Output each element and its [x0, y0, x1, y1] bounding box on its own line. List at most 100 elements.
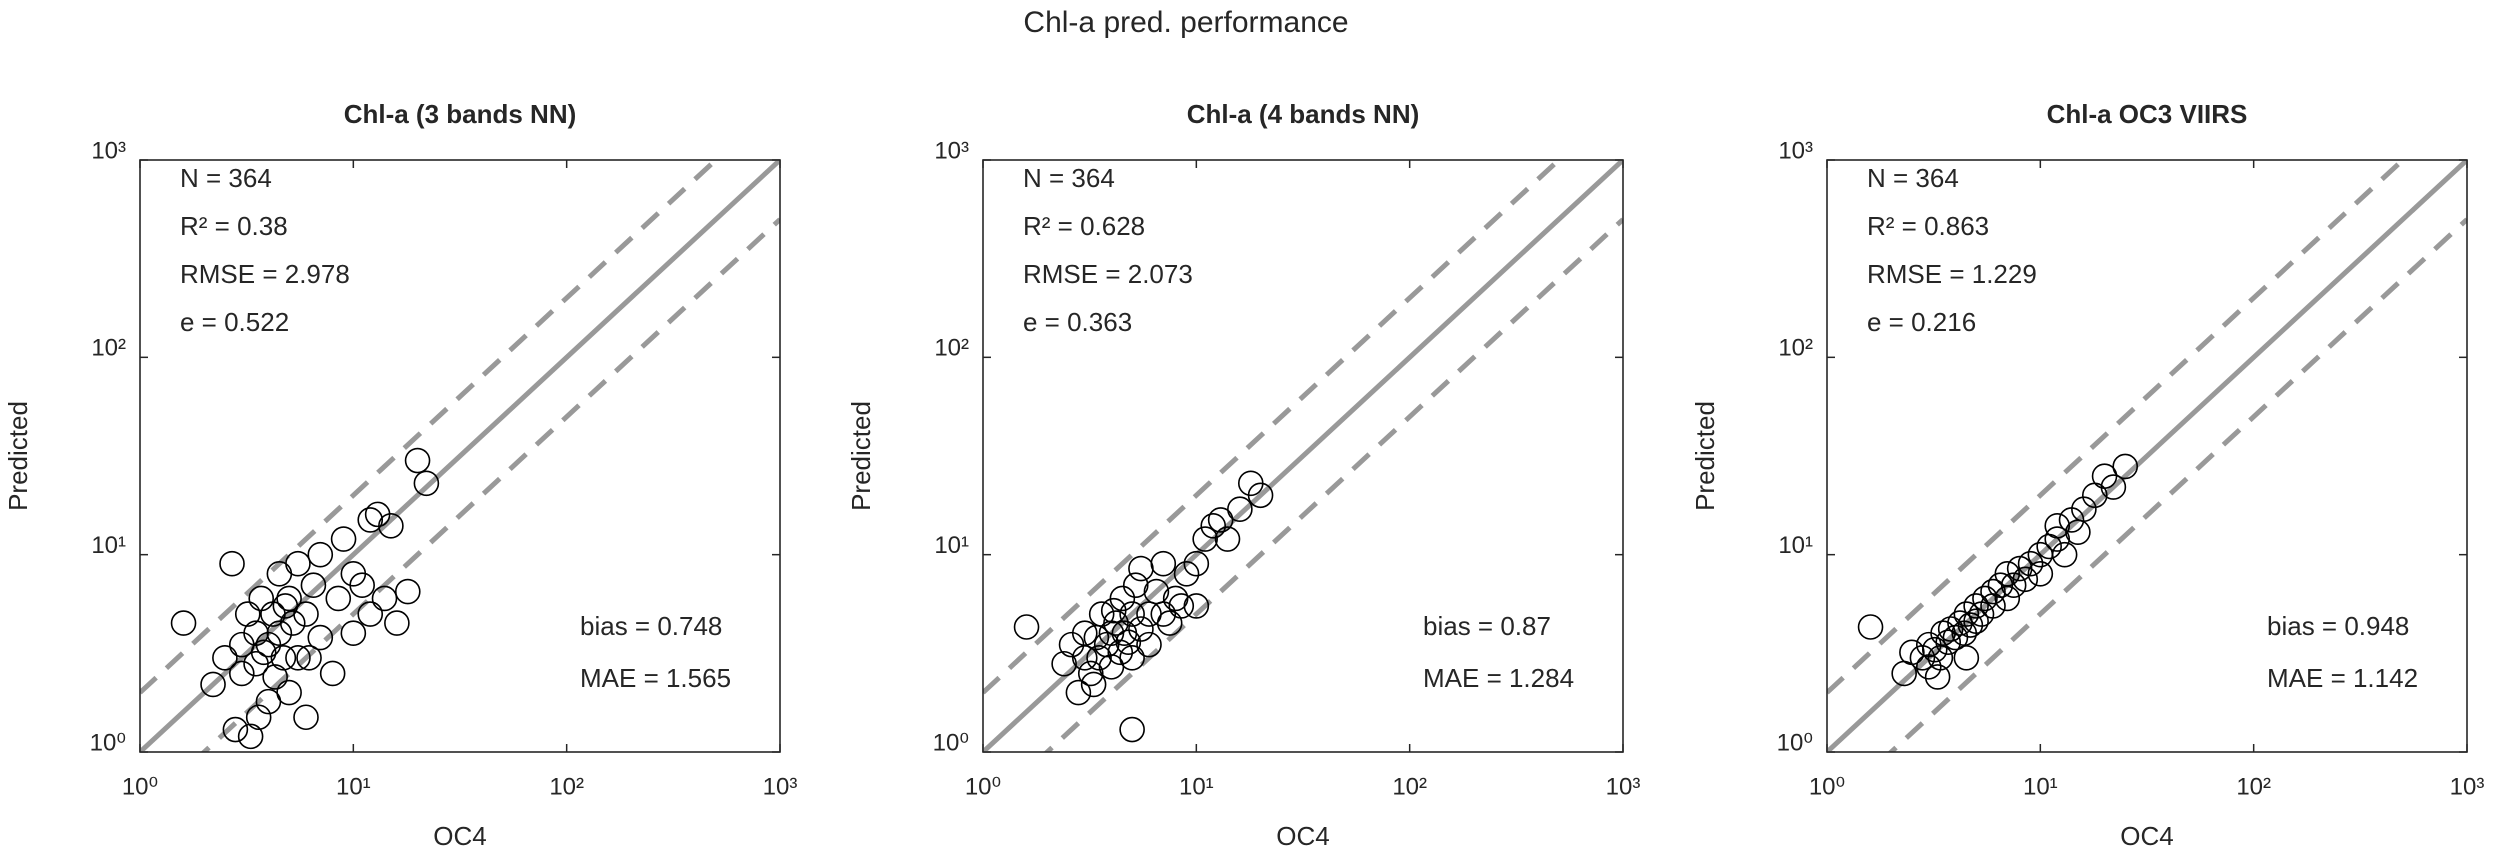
annotation: RMSE = 2.073	[1023, 259, 1193, 289]
y-tick-label: 10²	[1778, 335, 1813, 362]
dashed-line	[200, 217, 780, 752]
data-point	[1119, 716, 1145, 743]
data-point	[2044, 513, 2071, 539]
data-point	[170, 610, 197, 636]
x-axis-label: OC4	[1276, 821, 1329, 851]
data-point	[1107, 639, 1134, 666]
data-point	[1080, 671, 1107, 698]
data-point	[330, 526, 357, 552]
annotation: RMSE = 2.978	[180, 259, 350, 289]
y-axis-label: Predicted	[846, 401, 876, 511]
annotation: R² = 0.863	[1867, 211, 1989, 241]
data-point	[1200, 513, 1227, 539]
annotation: MAE = 1.565	[580, 663, 731, 693]
x-tick-label: 10²	[549, 773, 584, 800]
data-point	[1963, 593, 1989, 619]
reference-lines	[983, 160, 1623, 752]
data-point	[245, 704, 272, 731]
data-point	[378, 513, 404, 539]
data-point	[1247, 482, 1274, 509]
data-point	[200, 671, 226, 698]
x-tick-label: 10⁰	[1809, 773, 1845, 800]
data-point	[1071, 620, 1098, 646]
dashed-line	[1887, 217, 2467, 752]
axes-box	[982, 159, 1624, 753]
data-point	[325, 585, 352, 612]
data-point	[2112, 453, 2139, 480]
panel-title: Chl-a (4 bands NN)	[1187, 99, 1420, 129]
y-axis-label: Predicted	[3, 401, 33, 511]
annotation: bias = 0.748	[580, 611, 722, 641]
data-point	[1857, 614, 1884, 640]
data-point	[1119, 645, 1145, 671]
x-axis-label: OC4	[433, 821, 486, 851]
data-point	[212, 645, 238, 671]
annotation: N = 364	[1867, 163, 1959, 193]
one-to-one-line	[140, 160, 780, 752]
data-point	[1183, 550, 1210, 577]
data-point	[279, 610, 306, 636]
one-to-one-line	[983, 160, 1623, 752]
data-point	[2051, 541, 2078, 568]
data-point	[319, 660, 346, 687]
annotation: MAE = 1.284	[1423, 663, 1574, 693]
data-point	[1156, 610, 1183, 636]
data-point	[384, 610, 410, 636]
data-point	[2017, 550, 2044, 577]
dashed-line	[140, 160, 720, 695]
x-tick-label: 10³	[2450, 773, 2485, 800]
data-point	[285, 645, 311, 671]
dashed-line	[983, 160, 1563, 695]
data-point	[1924, 664, 1951, 690]
data-point	[394, 578, 421, 605]
data-point	[1921, 636, 1948, 663]
reference-lines	[140, 160, 780, 752]
x-tick-label: 10²	[2236, 773, 2271, 800]
data-point	[300, 572, 327, 599]
data-point	[357, 507, 384, 533]
x-tick-label: 10³	[1606, 773, 1641, 800]
data-point	[357, 601, 384, 627]
data-point	[293, 704, 319, 731]
y-tick-label: 10³	[1778, 137, 1813, 164]
y-tick-label: 10²	[934, 335, 969, 362]
x-tick-label: 10⁰	[965, 773, 1001, 800]
data-point	[250, 639, 277, 666]
data-point	[2044, 526, 2071, 552]
y-tick-label: 10³	[91, 137, 126, 164]
data-point	[1173, 560, 1200, 587]
data-point	[1128, 555, 1154, 582]
annotation: MAE = 1.142	[2267, 663, 2418, 693]
y-tick-label: 10³	[934, 137, 969, 164]
y-tick-label: 10²	[91, 335, 126, 362]
annotation: R² = 0.38	[180, 211, 288, 241]
data-point	[1909, 645, 1936, 671]
data-point	[1963, 608, 1989, 635]
data-point	[1150, 550, 1177, 577]
y-tick-label: 10¹	[1778, 532, 1813, 559]
points	[1013, 470, 1274, 743]
panel-title: Chl-a OC3 VIIRS	[2047, 99, 2248, 129]
points	[170, 447, 440, 750]
y-tick-label: 10⁰	[933, 729, 969, 756]
data-point	[2027, 560, 2054, 587]
annotation: bias = 0.948	[2267, 611, 2409, 641]
data-point	[1100, 597, 1127, 624]
data-point	[1980, 578, 2006, 605]
data-point	[1227, 496, 1253, 522]
reference-lines	[1827, 160, 2467, 752]
data-point	[285, 550, 311, 577]
data-point	[1065, 679, 1092, 706]
x-tick-label: 10¹	[1179, 773, 1214, 800]
x-tick-label: 10¹	[336, 773, 371, 800]
panel: Chl-a (3 bands NN) OC4 Predicted 10⁰ 10¹ 10² 1…	[3, 99, 797, 851]
data-point	[1953, 601, 1980, 627]
data-point	[262, 664, 288, 690]
data-point	[276, 585, 302, 612]
data-point	[2100, 474, 2127, 500]
data-point	[222, 716, 249, 743]
data-point	[1953, 645, 1980, 671]
data-point	[1935, 629, 1962, 656]
x-tick-label: 10¹	[2023, 773, 2058, 800]
